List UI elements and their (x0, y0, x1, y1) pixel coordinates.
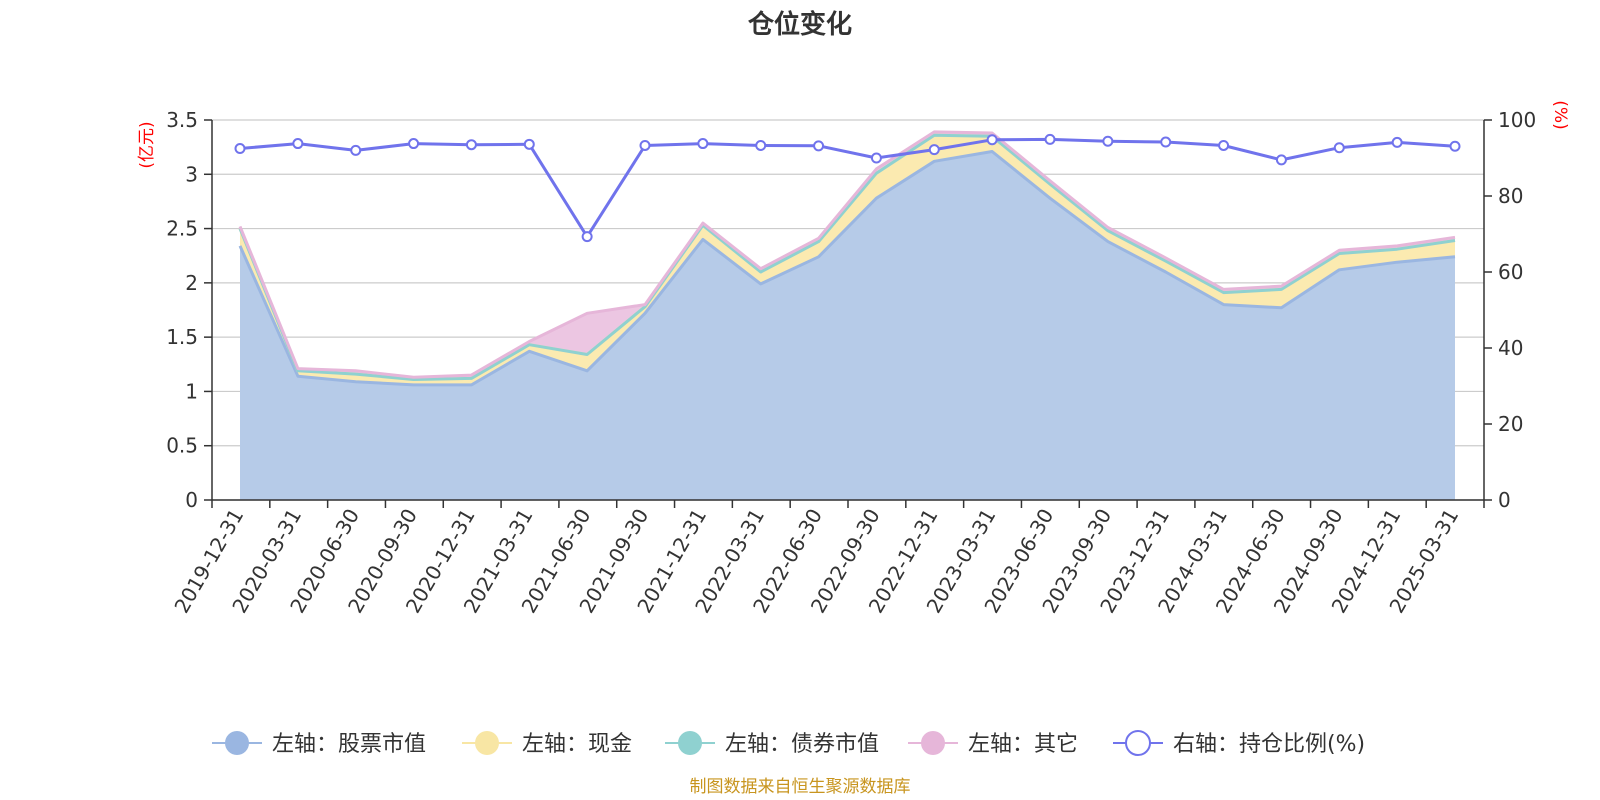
legend-marker (921, 731, 945, 755)
ratio-point (581, 231, 593, 243)
ratio-point (350, 144, 362, 156)
legend-marker (678, 731, 702, 755)
ratio-point (986, 134, 998, 146)
legend-label: 左轴：其它 (968, 732, 1078, 757)
ratio-point (697, 138, 709, 150)
ratio-point (1160, 136, 1172, 148)
y-left-tick-label: 3.5 (166, 108, 198, 132)
ratio-point (408, 138, 420, 150)
area-0 (240, 151, 1455, 500)
area-layer (238, 130, 1456, 500)
ratio-point (870, 152, 882, 164)
legend-label: 左轴：债券市值 (725, 732, 879, 757)
ratio-line (239, 137, 1456, 239)
legend-label: 左轴：股票市值 (272, 732, 426, 757)
y-right-tick-label: 60 (1498, 260, 1523, 284)
ratio-point (1275, 154, 1287, 166)
y-left-tick-label: 3 (185, 162, 198, 186)
ratio-point (1044, 133, 1056, 145)
ratio-point (1391, 136, 1403, 148)
legend-label: 左轴：现金 (522, 732, 632, 757)
ratio-point (1218, 139, 1230, 151)
ratio-point (639, 139, 651, 151)
y-right-tick-label: 0 (1498, 488, 1511, 512)
y-right-tick-label: 80 (1498, 184, 1523, 208)
ratio-point (755, 139, 767, 151)
y-left-tick-label: 1.5 (166, 325, 198, 349)
y-left-tick-label: 2 (185, 271, 198, 295)
legend-marker (475, 731, 499, 755)
y-right-tick-label: 100 (1498, 108, 1536, 132)
ratio-point (813, 140, 825, 152)
legend: 左轴：股票市值 左轴：现金 左轴：债券市值 左轴：其它 右轴：持仓比例(%) (212, 730, 1365, 757)
left-axis-unit: (亿元) (137, 121, 157, 168)
ratio-point (523, 138, 535, 150)
y-left-tick-label: 1 (185, 379, 198, 403)
ratio-point (234, 143, 246, 154)
legend-marker (1125, 730, 1151, 756)
y-left-tick-label: 0.5 (166, 434, 198, 458)
ratio-point (1102, 135, 1114, 147)
y-right-tick-label: 20 (1498, 412, 1523, 436)
right-axis-unit: (%) (1550, 100, 1570, 129)
y-right-tick-label: 40 (1498, 336, 1523, 360)
area-edge-line-3 (238, 130, 1456, 379)
ratio-point (292, 138, 304, 150)
ratio-point (1449, 140, 1461, 152)
legend-label: 右轴：持仓比例(%) (1173, 732, 1365, 757)
area-edge-line-2 (238, 133, 1456, 381)
chart-title: 仓位变化 (747, 9, 852, 40)
ratio-point (1333, 142, 1345, 154)
y-left-tick-label: 2.5 (166, 217, 198, 241)
legend-marker (225, 731, 249, 755)
area-edge-line-0 (238, 150, 1456, 387)
ratio-point (465, 139, 477, 151)
y-left-tick-label: 0 (185, 488, 198, 512)
ratio-point (928, 144, 940, 156)
data-source-note: 制图数据来自恒生聚源数据库 (690, 777, 911, 797)
line-layer (234, 133, 1461, 243)
